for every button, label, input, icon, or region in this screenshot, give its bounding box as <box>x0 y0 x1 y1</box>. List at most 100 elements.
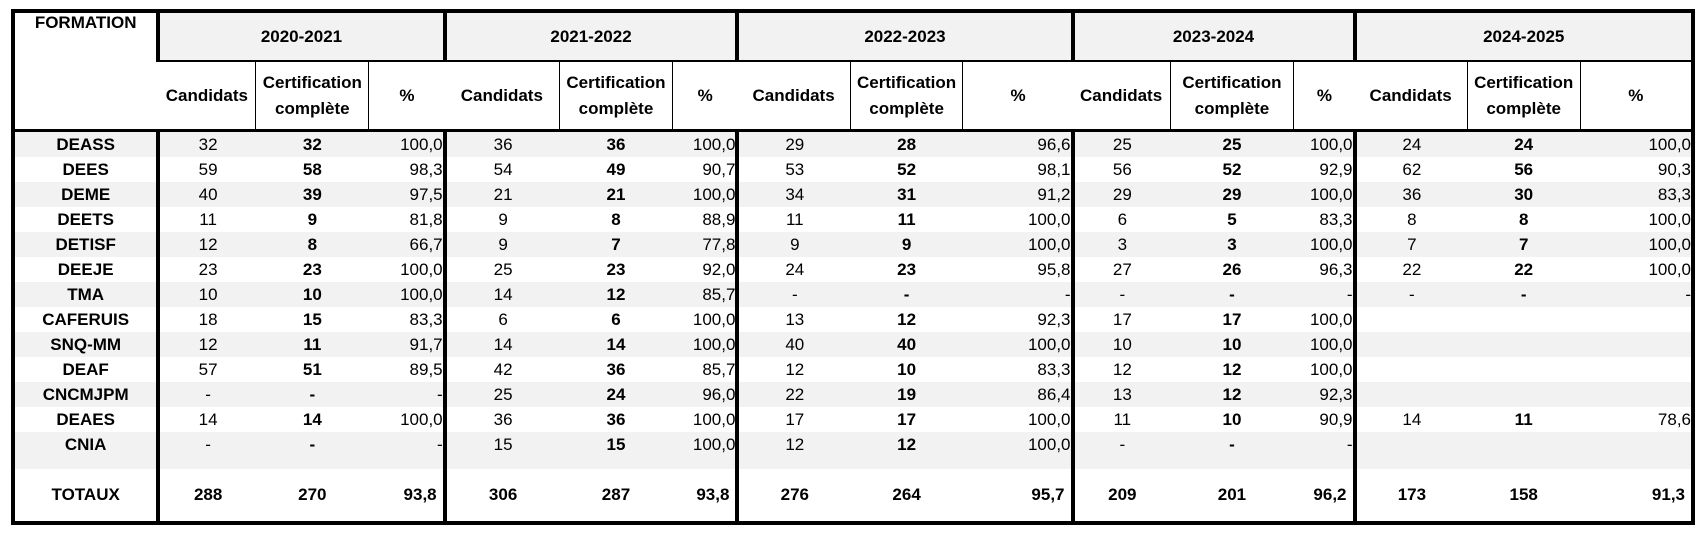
candidats-cell: 24 <box>1352 130 1468 157</box>
certification-cell: 19 <box>850 382 963 407</box>
candidats-cell: 17 <box>1070 307 1171 332</box>
certification-cell <box>1467 382 1581 407</box>
candidats-cell: 34 <box>735 182 851 207</box>
percent-cell: 93,8 <box>368 469 445 523</box>
percent-cell: 83,3 <box>368 307 445 332</box>
year-header: 2020-2021 <box>156 11 445 62</box>
year-header: 2021-2022 <box>442 11 738 62</box>
candidats-cell: 27 <box>1070 257 1171 282</box>
percent-cell: 100,0 <box>368 130 445 157</box>
candidats-cell: 7 <box>1352 232 1468 257</box>
table-row: DEES 59 58 98,3 54 49 90,7 53 52 98,1 56 52 92,9 62 56… <box>13 157 1693 182</box>
formation-header: FORMATION <box>13 11 159 132</box>
certification-cell: 49 <box>559 157 673 182</box>
formation-name: CNCMJPM <box>13 382 159 407</box>
certification-cell <box>1467 307 1581 332</box>
year-header: 2022-2023 <box>735 11 1073 62</box>
certification-cell: 6 <box>559 307 673 332</box>
candidats-cell: - <box>735 282 851 307</box>
candidats-cell: 6 <box>1070 207 1171 232</box>
certification-cell: 3 <box>1170 232 1294 257</box>
percent-cell: 96,3 <box>1293 257 1355 282</box>
certification-cell: 158 <box>1467 469 1581 523</box>
candidats-cell: 12 <box>735 432 851 457</box>
percent-cell: 90,3 <box>1580 157 1693 182</box>
table-row: DEASS 32 32 100,0 36 36 100,0 29 28 96,6 25 25 100,0… <box>13 130 1693 157</box>
certification-cell: 264 <box>850 469 963 523</box>
spacer-cell <box>156 457 256 469</box>
percent-cell: 100,0 <box>1580 232 1693 257</box>
certification-cell: 24 <box>559 382 673 407</box>
candidats-cell <box>1352 307 1468 332</box>
percent-cell: 100,0 <box>962 432 1073 457</box>
candidats-cell: 36 <box>1352 182 1468 207</box>
spacer-cell <box>1467 457 1581 469</box>
certification-cell: 17 <box>850 407 963 432</box>
spacer-cell <box>13 457 159 469</box>
percent-cell: 100,0 <box>1580 257 1693 282</box>
percent-cell <box>1580 432 1693 457</box>
certification-cell: 14 <box>559 332 673 357</box>
certification-cell: - <box>850 282 963 307</box>
spacer-cell <box>1070 457 1171 469</box>
candidats-cell: 3 <box>1070 232 1171 257</box>
certification-cell: 25 <box>1170 130 1294 157</box>
certification-cell: 201 <box>1170 469 1294 523</box>
certification-header-line1: Certification <box>566 72 666 92</box>
spacer-cell <box>962 457 1073 469</box>
certification-cell: 12 <box>1170 382 1294 407</box>
candidats-header: Candidats <box>444 61 560 132</box>
certification-header-line1: Certification <box>262 72 362 92</box>
certification-cell: 52 <box>1170 157 1294 182</box>
spacer-cell <box>1580 457 1693 469</box>
table-row: DEAES 14 14 100,0 36 36 100,0 17 17 100,0 11 10 90,9… <box>13 407 1693 432</box>
candidats-cell: 40 <box>156 182 256 207</box>
certification-cell: 29 <box>1170 182 1294 207</box>
formation-name: DEEJE <box>13 257 159 282</box>
candidats-cell <box>1352 332 1468 357</box>
percent-cell: 97,5 <box>368 182 445 207</box>
formation-name: DEME <box>13 182 159 207</box>
spacer-cell <box>735 457 851 469</box>
candidats-cell: 62 <box>1352 157 1468 182</box>
candidats-cell: - <box>1070 432 1171 457</box>
percent-header: % <box>671 61 738 132</box>
candidats-cell: 42 <box>442 357 560 382</box>
certification-header-line2: complète <box>1486 98 1561 118</box>
certification-cell: 11 <box>850 207 963 232</box>
percent-cell: 86,4 <box>962 382 1073 407</box>
candidats-cell: 14 <box>442 282 560 307</box>
percent-cell: 95,8 <box>962 257 1073 282</box>
percent-cell: 100,0 <box>1293 307 1355 332</box>
certification-cell: 12 <box>850 432 963 457</box>
percent-cell: - <box>1293 282 1355 307</box>
spacer-cell <box>559 457 673 469</box>
certification-cell: 23 <box>559 257 673 282</box>
percent-cell: 100,0 <box>1580 207 1693 232</box>
certification-cell: 10 <box>255 282 369 307</box>
candidats-cell: 288 <box>156 469 256 523</box>
certification-cell: 24 <box>1467 130 1581 157</box>
percent-cell: 100,0 <box>1293 357 1355 382</box>
certification-cell: 14 <box>255 407 369 432</box>
spacer-cell <box>672 457 738 469</box>
certification-cell: - <box>255 432 369 457</box>
candidats-cell: 25 <box>1070 130 1171 157</box>
certification-header-line1: Certification <box>1182 72 1282 92</box>
certification-header-line2: complète <box>275 98 350 118</box>
certification-cell <box>1467 357 1581 382</box>
percent-header: % <box>1579 61 1693 132</box>
percent-cell: 95,7 <box>962 469 1073 523</box>
certification-cell: 31 <box>850 182 963 207</box>
certification-header: Certification complète <box>849 61 963 132</box>
certification-header-line2: complète <box>869 98 944 118</box>
certification-cell: 10 <box>1170 407 1294 432</box>
candidats-cell: 57 <box>156 357 256 382</box>
percent-cell: - <box>1293 432 1355 457</box>
percent-cell: 100,0 <box>368 257 445 282</box>
table-row: TMA 10 10 100,0 14 12 85,7- - - - - - - - - <box>13 282 1693 307</box>
certification-cell: 270 <box>255 469 369 523</box>
certification-cell: 12 <box>850 307 963 332</box>
certification-cell: 58 <box>255 157 369 182</box>
table-row: SNQ-MM 12 11 91,7 14 14 100,0 40 40 100,0 10 10 100,… <box>13 332 1693 357</box>
